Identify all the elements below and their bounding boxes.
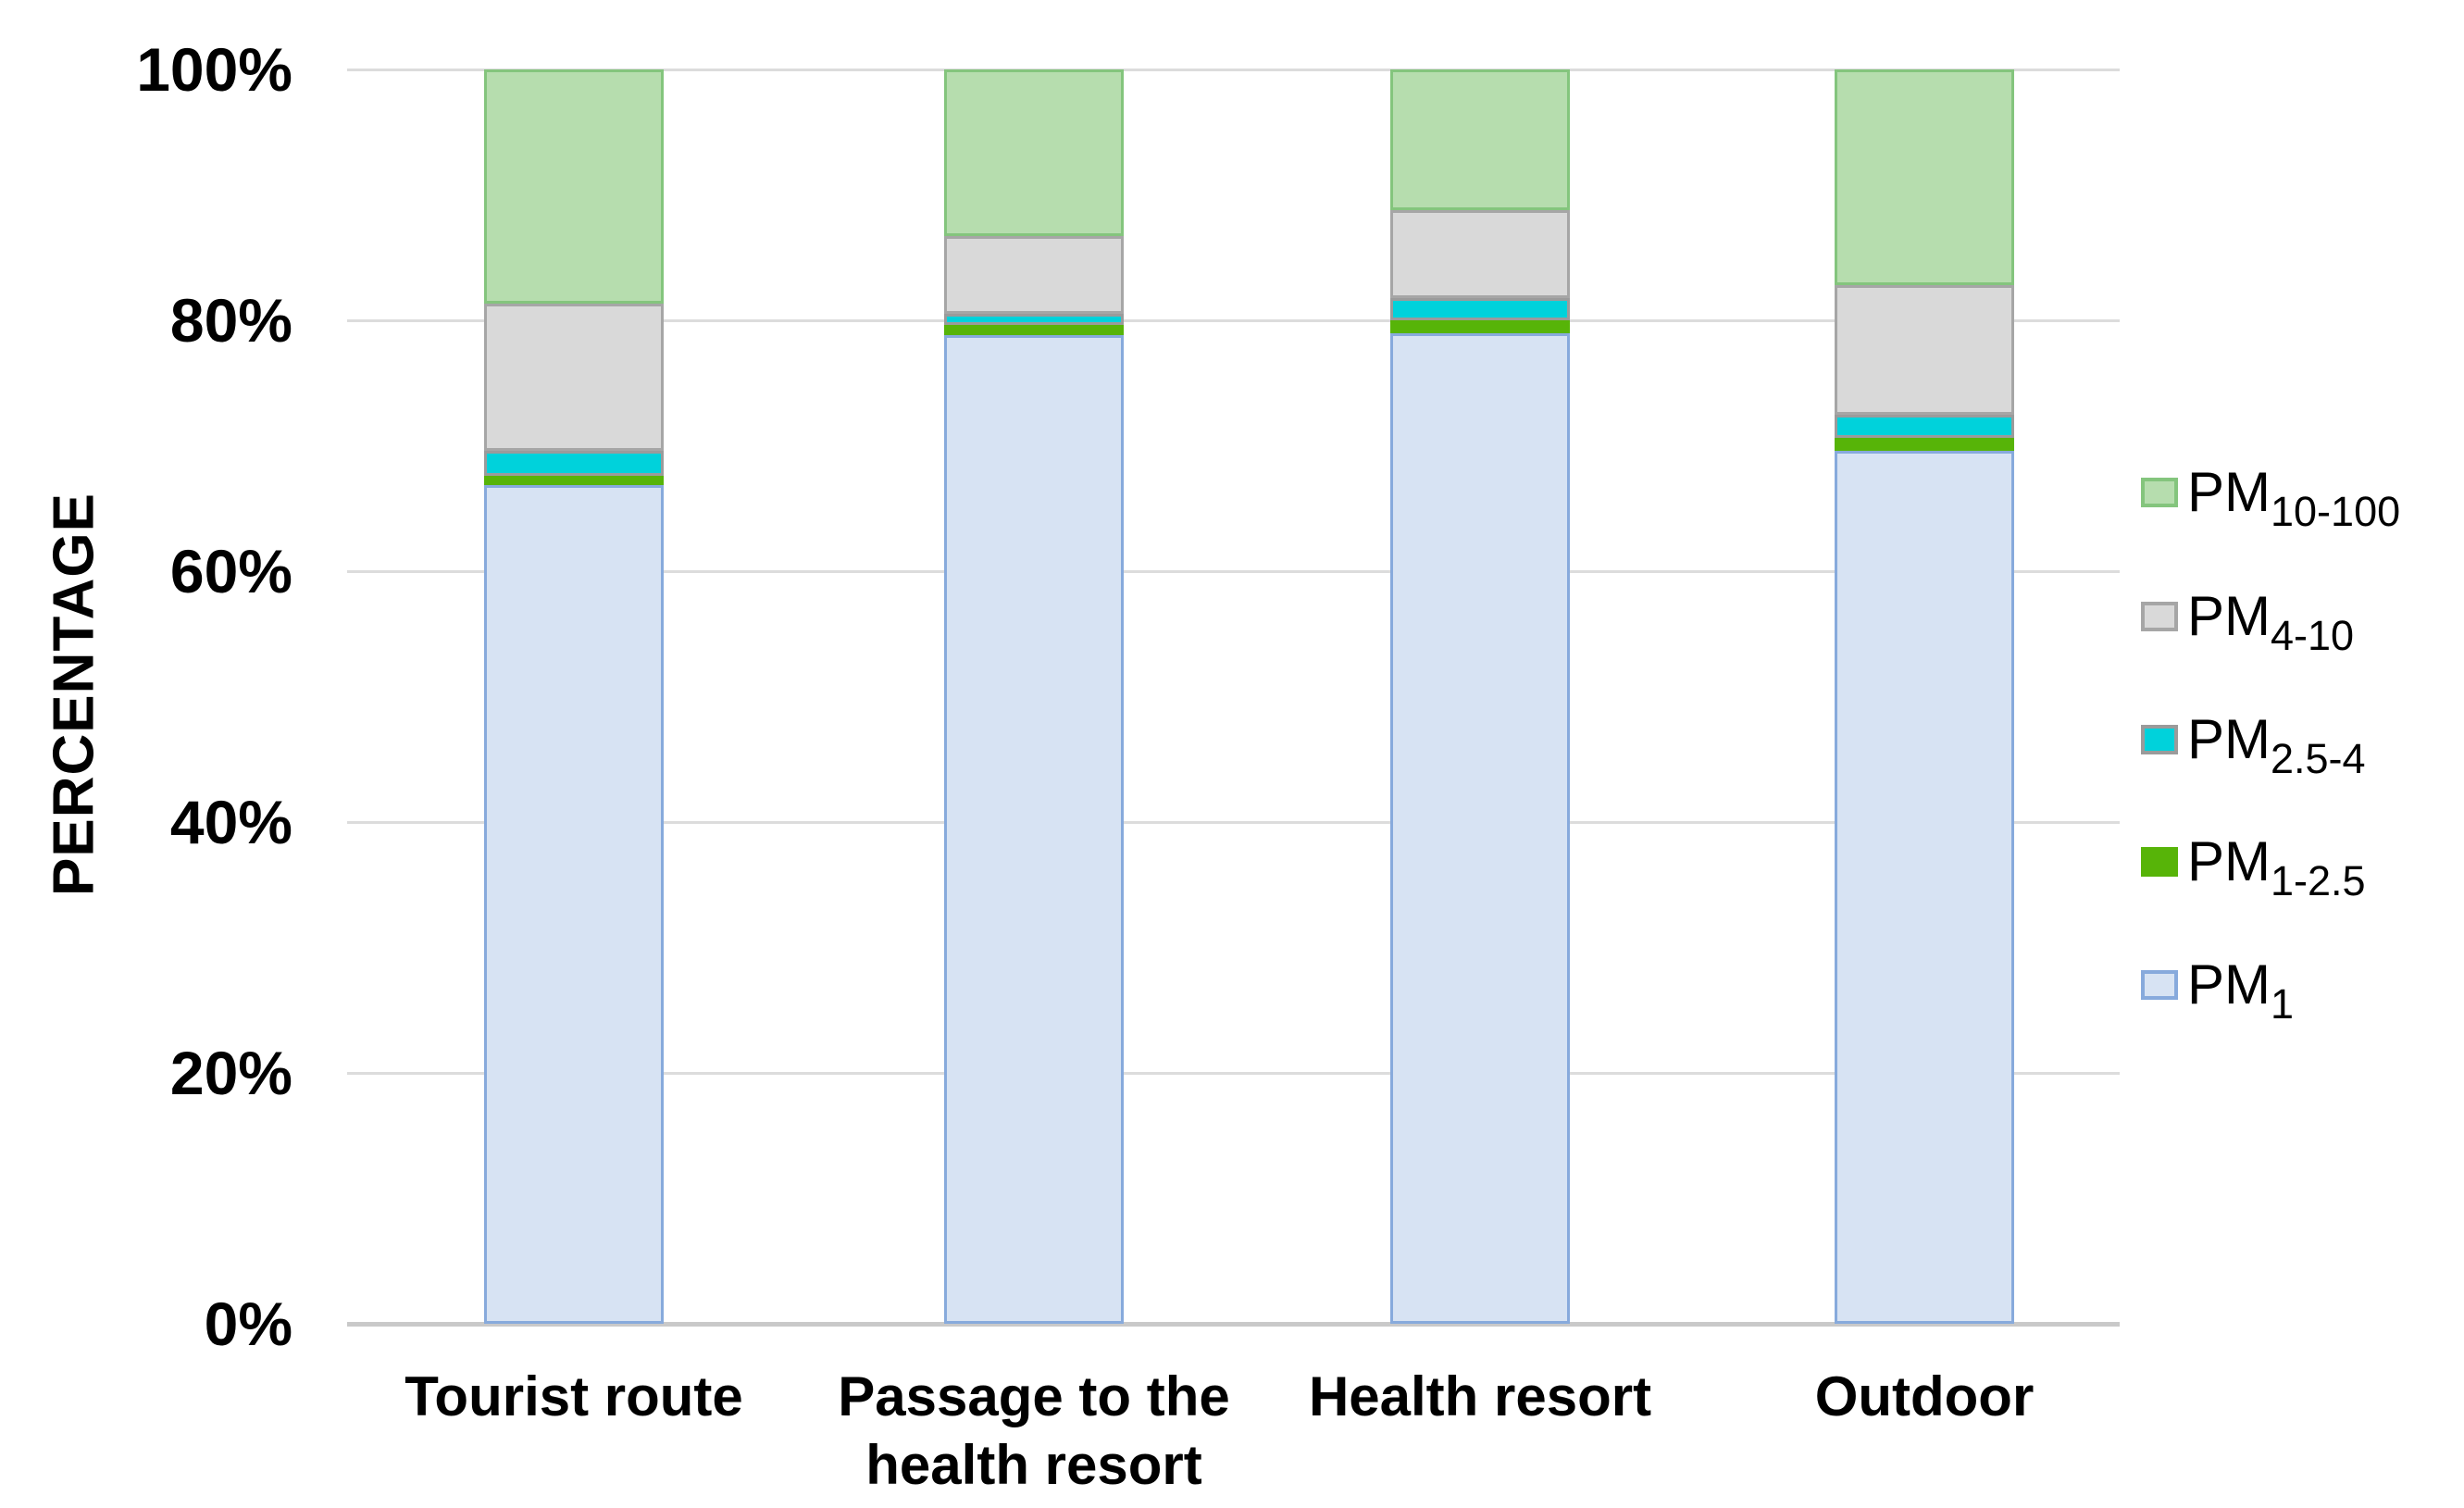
legend-label-subscript: 1-2.5: [2271, 857, 2366, 904]
bar-segment-PM1-2.5: [484, 476, 664, 485]
x-category-label: Outdoor: [1814, 1365, 2035, 1427]
y-tick-label: 0%: [204, 1290, 292, 1358]
legend-label-subscript: 10-100: [2271, 488, 2401, 535]
bar-segment-PM1: [1390, 332, 1570, 1324]
legend-item-PM10-100: PM10-100: [2141, 460, 2400, 533]
legend-label: PM1: [2187, 957, 2294, 1026]
gridline: [347, 319, 2120, 322]
legend-label: PM1-2.5: [2187, 834, 2366, 903]
legend-swatch-icon: [2141, 602, 2178, 631]
y-tick-label: 80%: [169, 286, 292, 355]
bar-segment-PM1-2.5: [1390, 320, 1570, 333]
bar-segment-PM4-10: [944, 236, 1124, 315]
bar-segment-PM2.5-4: [484, 450, 664, 476]
bar-segment-PM2.5-4: [1835, 414, 2014, 439]
y-tick-label: 60%: [169, 537, 292, 605]
gridline: [347, 570, 2120, 573]
legend-label-base: PM: [2187, 461, 2271, 523]
x-category-label: Health resort: [1308, 1365, 1652, 1427]
bar-segment-PM10-100: [1390, 69, 1570, 210]
gridline: [347, 69, 2120, 71]
bar-segment-PM2.5-4: [1390, 297, 1570, 320]
legend-label-base: PM: [2187, 708, 2271, 770]
y-tick-label: 40%: [169, 788, 292, 856]
bar-segment-PM10-100: [1835, 69, 2014, 286]
y-tick-label: 100%: [136, 35, 292, 104]
y-tick-label: 20%: [169, 1039, 292, 1107]
x-category-label: Passage to the health resort: [838, 1365, 1230, 1496]
legend-swatch-icon: [2141, 847, 2178, 877]
gridline: [347, 821, 2120, 824]
legend-swatch-icon: [2141, 725, 2178, 754]
x-category-label: Tourist route: [404, 1365, 743, 1427]
bar-segment-PM4-10: [1835, 285, 2014, 415]
legend-item-PM1-2.5: PM1-2.5: [2141, 829, 2366, 903]
legend-label-base: PM: [2187, 953, 2271, 1016]
legend-label-base: PM: [2187, 585, 2271, 647]
bar-segment-PM10-100: [484, 69, 664, 305]
bar-segment-PM1-2.5: [944, 325, 1124, 336]
legend-label-subscript: 2.5-4: [2271, 735, 2366, 782]
legend-item-PM1: PM1: [2141, 953, 2294, 1026]
bar-segment-PM1: [484, 484, 664, 1324]
bar-segment-PM2.5-4: [944, 314, 1124, 326]
legend-item-PM2.5-4: PM2.5-4: [2141, 707, 2366, 780]
legend-label: PM10-100: [2187, 465, 2400, 533]
bar-segment-PM4-10: [1390, 209, 1570, 298]
legend-label: PM4-10: [2187, 589, 2354, 657]
gridline: [347, 1072, 2120, 1075]
x-axis-line: [347, 1322, 2120, 1327]
legend-label: PM2.5-4: [2187, 712, 2366, 780]
legend-item-PM4-10: PM4-10: [2141, 584, 2354, 657]
bar-segment-PM1: [944, 335, 1124, 1324]
bar-segment-PM1: [1835, 450, 2014, 1324]
bar-segment-PM4-10: [484, 304, 664, 451]
legend-label-subscript: 4-10: [2271, 612, 2355, 659]
legend-label-subscript: 1: [2271, 980, 2295, 1028]
bar-segment-PM10-100: [944, 69, 1124, 237]
legend-swatch-icon: [2141, 478, 2178, 507]
bar-segment-PM1-2.5: [1835, 438, 2014, 451]
legend-swatch-icon: [2141, 970, 2178, 1000]
legend-label-base: PM: [2187, 830, 2271, 892]
